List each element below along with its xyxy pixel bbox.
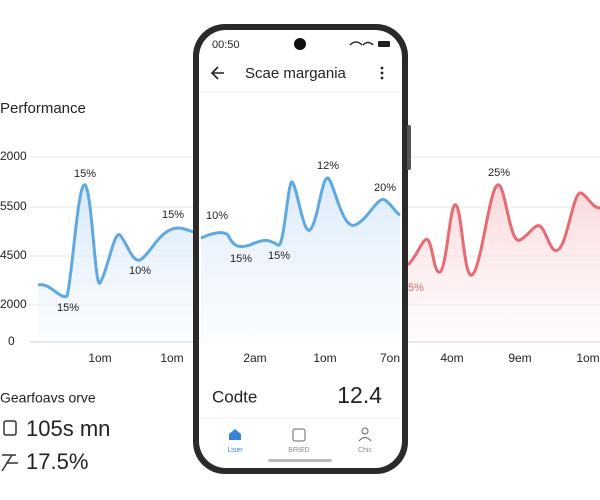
point-label: 10% [206,210,228,222]
red-line [406,183,600,277]
camera [294,38,306,50]
phone: 10% 15% 15% 12% 20% 2am 1om 7on 00:50 Sc… [193,24,411,474]
point-label: 10% [129,265,151,277]
red-labels: 25% 5% [408,167,510,294]
header-title: Scae margania [245,65,347,82]
stat-icon [1,454,18,472]
footer-label: Codte [212,387,257,406]
status-time: 00:50 [212,39,240,51]
y-label: 0 [8,334,15,348]
stat-value: 17.5% [26,449,88,474]
x-label: 4om [440,351,463,365]
tab-icon[interactable] [361,427,369,435]
point-label: 20% [374,182,396,194]
footer-value: 12.4 [337,382,382,408]
x-label: 7on [380,351,400,365]
point-label: 15% [162,209,184,221]
x-label: 2am [243,351,266,365]
signal [349,41,374,46]
point-label: 5% [408,282,424,294]
point-label: 15% [57,302,79,314]
y-label: 2000 [0,297,27,311]
phone-x-labels: 2am 1om 7on [243,351,400,365]
y-label: 5500 [0,199,27,213]
battery [378,41,390,47]
x-label: 1om [313,351,336,365]
tab-label[interactable]: Chic [358,447,373,454]
home-indicator [268,459,332,462]
stat-value: 105s mn [26,416,110,441]
y-label: 4500 [0,248,27,262]
tab-icon[interactable] [358,437,372,442]
point-label: 12% [317,160,339,172]
y-labels: 2000 5500 4500 2000 0 [0,149,27,348]
chart-title: Performance [0,100,86,117]
x-label: 1om [160,351,183,365]
stats-title: Gearfoavs orve [0,390,96,406]
point-label: 15% [74,168,96,180]
tab-icon[interactable] [229,429,241,440]
point-label: 15% [230,253,252,265]
phone-chart-line [200,176,401,249]
phone-labels: 10% 15% 15% 12% 20% [206,160,396,265]
y-label: 2000 [0,149,27,163]
point-labels: 15% 15% 10% 15% [57,168,184,314]
x-labels: 1om 1om 4om 9em 1om [88,351,599,365]
menu-button[interactable] [380,66,384,80]
phone-chart-area [201,150,400,342]
stat-icon [3,420,17,436]
tab-label[interactable]: Liser [227,447,243,454]
red-area [408,184,600,342]
tab-icon[interactable] [292,428,306,442]
x-label: 1om [88,351,111,365]
x-label: 1om [576,351,599,365]
back-button[interactable] [210,66,224,80]
point-label: 25% [488,167,510,179]
x-label: 9em [508,351,531,365]
point-label: 15% [268,250,290,262]
tab-label[interactable]: BRIED [288,447,309,454]
